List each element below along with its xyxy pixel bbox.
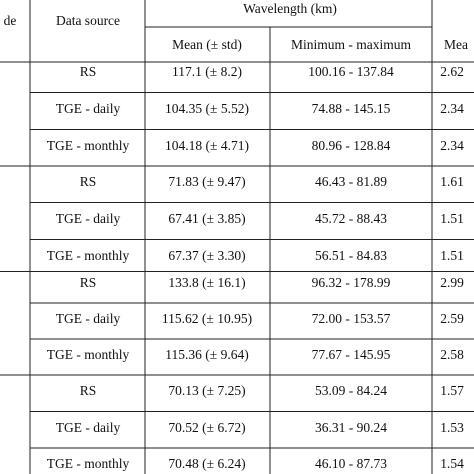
cell: 56.51 - 84.83 [315,248,387,263]
cell: RS [80,383,97,398]
header-cell: Wavelength (km) [243,1,337,16]
cell: 96.32 - 178.99 [312,275,391,290]
cell: 46.10 - 87.73 [315,456,387,471]
cell: 77.67 - 145.95 [312,347,391,362]
cell: RS [80,174,97,189]
cell: 72.00 - 153.57 [312,311,391,326]
cell: TGE - daily [56,420,121,435]
cell: 53.09 - 84.24 [315,383,387,398]
cell: 45.72 - 88.43 [315,211,387,226]
cell: TGE - monthly [47,248,130,263]
cell: 133.8 (± 16.1) [168,275,245,290]
header-cell: Minimum - maximum [291,37,411,52]
header-cell: Mean (± std) [172,37,242,52]
cell: 1.61 [440,174,464,189]
cell: 70.52 (± 6.72) [168,420,245,435]
cell: 80.96 - 128.84 [312,138,391,153]
cell: 2.99 [440,275,464,290]
cell: 2.59 [440,311,464,326]
cell: 1.53 [440,420,464,435]
cell: TGE - monthly [47,347,130,362]
cell: 1.51 [440,248,464,263]
cell: TGE - daily [56,311,121,326]
cell: 1.51 [440,211,464,226]
cell: 36.31 - 90.24 [315,420,387,435]
cell: 117.1 (± 8.2) [172,64,242,79]
cell: 104.18 (± 4.71) [165,138,249,153]
cell: 2.58 [440,347,464,362]
cell: 2.62 [440,64,464,79]
cell: 46.43 - 81.89 [315,174,387,189]
cell: 100.16 - 137.84 [308,64,394,79]
cell: 74.88 - 145.15 [312,101,391,116]
cell: TGE - monthly [47,138,130,153]
cell: 1.57 [440,383,464,398]
cell: 71.83 (± 9.47) [168,174,245,189]
header-cell: de [4,13,17,28]
cell: 115.36 (± 9.64) [165,347,248,362]
cell: 70.13 (± 7.25) [168,383,245,398]
cell: TGE - daily [56,211,121,226]
cell: 115.62 (± 10.95) [162,311,252,326]
cell: 2.34 [440,101,464,116]
header-cell: Mea [444,37,468,52]
cell: TGE - daily [56,101,121,116]
cell: 67.41 (± 3.85) [168,211,245,226]
cell: 1.54 [440,456,464,471]
header-cell: Data source [56,13,120,28]
cell: 70.48 (± 6.24) [168,456,245,471]
cell: 67.37 (± 3.30) [168,248,245,263]
cell: RS [80,275,97,290]
cell: TGE - monthly [47,456,130,471]
cell: 2.34 [440,138,464,153]
cell: 104.35 (± 5.52) [165,101,249,116]
cell: RS [80,64,97,79]
